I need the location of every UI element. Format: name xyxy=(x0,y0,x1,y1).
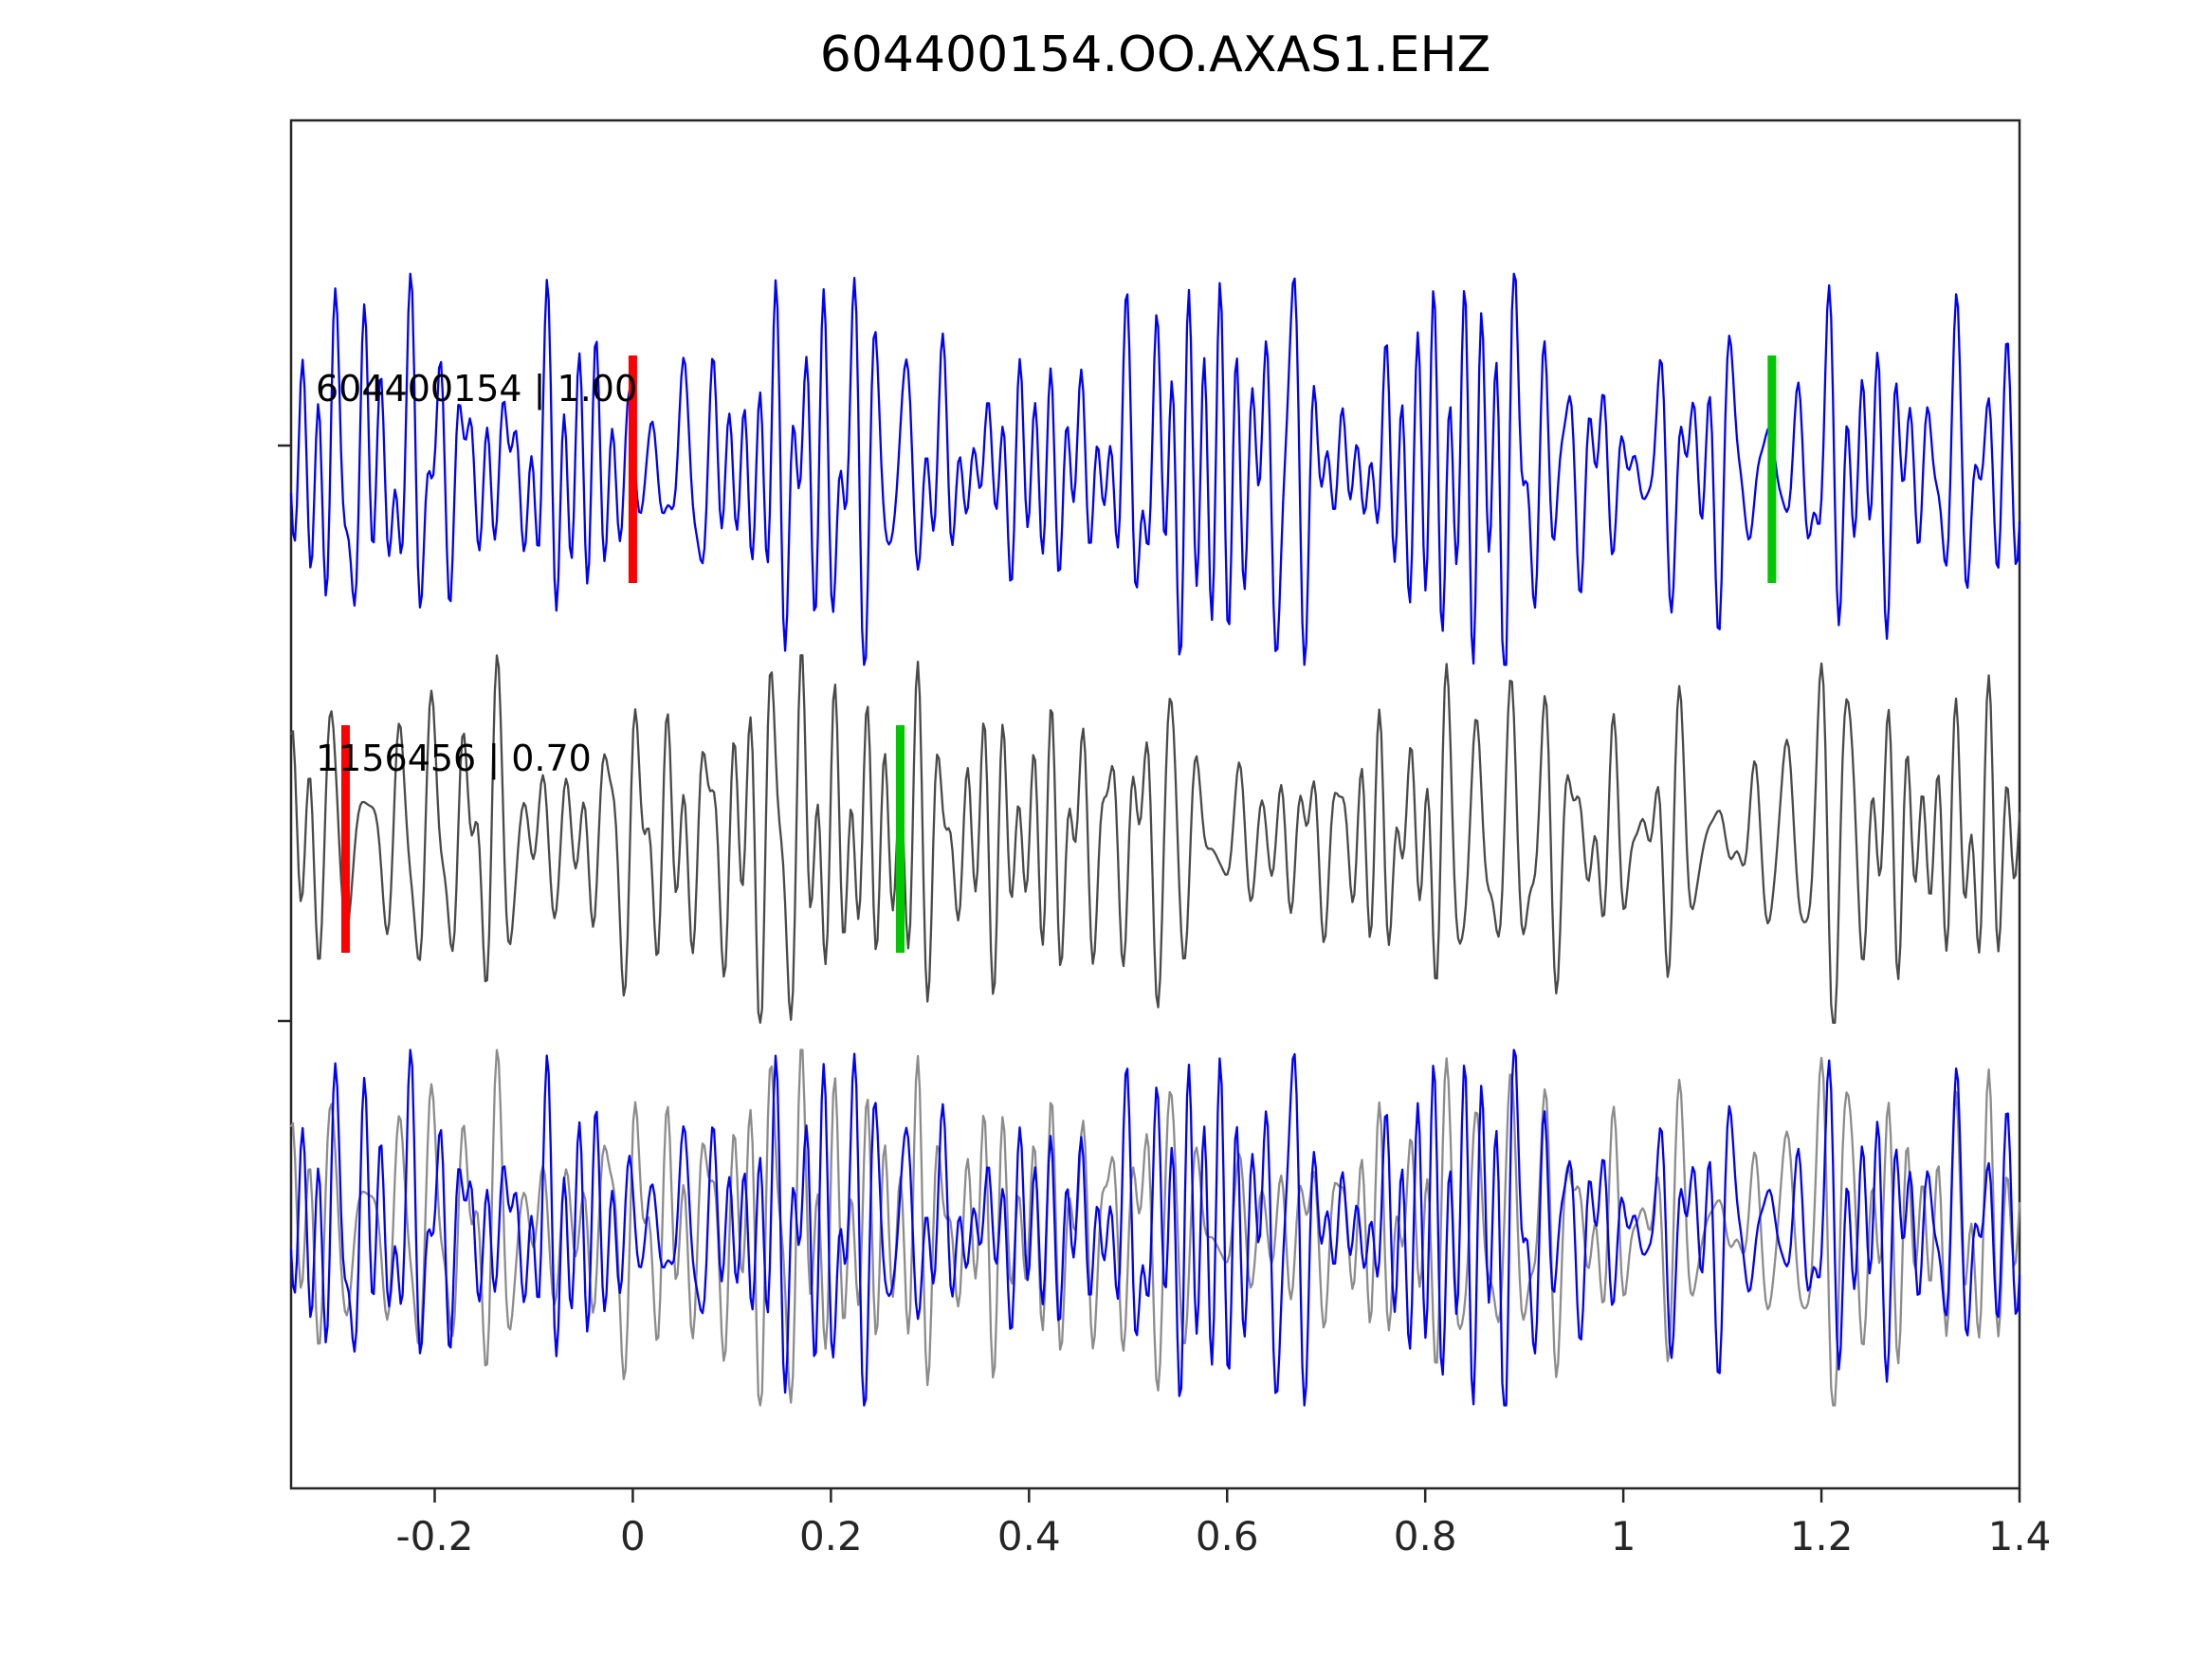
waveform-line-overlay-1 xyxy=(289,1048,2021,1407)
x-tick-label: 0.4 xyxy=(997,1513,1061,1559)
x-tick-label: 0.8 xyxy=(1394,1513,1457,1559)
x-tick-label: 0.6 xyxy=(1196,1513,1259,1559)
trace-label-detection: 1156456 | 0.70 xyxy=(316,738,592,780)
x-tick-label: 0.2 xyxy=(799,1513,863,1559)
trace-label-template: 604400154 | 1.00 xyxy=(316,368,637,410)
x-tick-label: 1 xyxy=(1611,1513,1636,1559)
plot-title: 604400154.OO.AXAS1.EHZ xyxy=(819,27,1491,83)
x-tick-label: 0 xyxy=(620,1513,646,1559)
x-tick-label: 1.2 xyxy=(1790,1513,1854,1559)
waveform-line-overlay-0 xyxy=(289,1048,2021,1407)
axes-frame xyxy=(289,118,2021,1490)
x-tick-label: 1.4 xyxy=(1988,1513,2052,1559)
waveform-line-template xyxy=(289,272,2021,666)
x-tick-label: -0.2 xyxy=(396,1513,474,1559)
waveform-line-detection xyxy=(289,654,2021,1024)
